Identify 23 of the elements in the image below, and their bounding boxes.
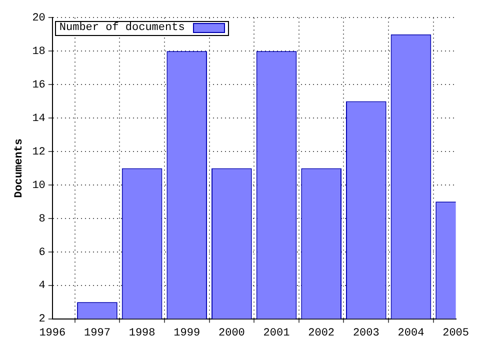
x-tick-label: 1997 (84, 327, 110, 340)
y-tick-label: 18 (32, 46, 46, 58)
y-tick-label: 14 (32, 112, 46, 125)
y-tick-label: 10 (32, 180, 46, 192)
y-tick-label: 6 (38, 246, 46, 259)
x-tick-label: 2000 (218, 327, 245, 340)
y-tick-label: 2 (38, 314, 46, 326)
x-tick-label: 1999 (174, 327, 200, 340)
x-tick-label: 1996 (39, 327, 66, 340)
y-tick-label: 16 (32, 79, 46, 92)
y-tick-label: 8 (38, 213, 46, 226)
x-tick-label: 1998 (128, 327, 156, 340)
y-tick-label: 20 (32, 12, 46, 25)
legend: Number of documents (55, 20, 229, 36)
x-tick-label: 2005 (442, 327, 469, 340)
y-axis-title: Documents (13, 138, 26, 198)
series-label: Number of documents (59, 22, 185, 35)
y-tick-label: 12 (32, 146, 46, 158)
x-tick-label: 2001 (263, 327, 290, 340)
x-tick-label: 2004 (398, 327, 425, 340)
y-tick-label: 4 (38, 280, 46, 292)
x-tick-label: 2003 (352, 327, 380, 340)
x-tick-label: 2002 (308, 327, 335, 340)
